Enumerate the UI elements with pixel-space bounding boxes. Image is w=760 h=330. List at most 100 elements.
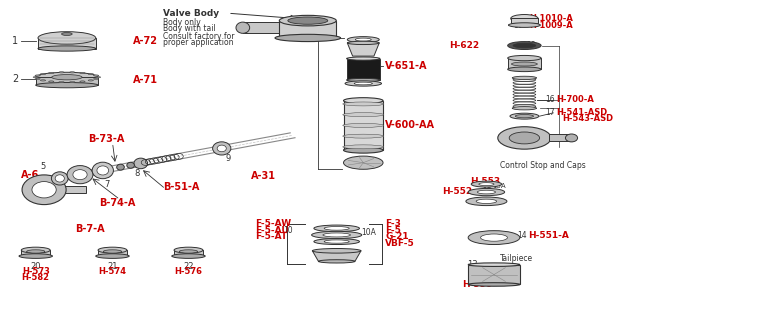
Ellipse shape xyxy=(343,102,384,106)
Text: 17: 17 xyxy=(545,108,555,117)
Bar xyxy=(549,134,572,141)
Text: B-51-A: B-51-A xyxy=(163,182,200,192)
Ellipse shape xyxy=(55,175,65,182)
Ellipse shape xyxy=(508,67,541,72)
Bar xyxy=(98,250,127,256)
Ellipse shape xyxy=(513,43,536,48)
Text: 7: 7 xyxy=(104,180,109,189)
Ellipse shape xyxy=(343,134,384,138)
Ellipse shape xyxy=(97,166,109,175)
Ellipse shape xyxy=(98,247,127,253)
Bar xyxy=(174,250,203,256)
Ellipse shape xyxy=(314,225,359,232)
Ellipse shape xyxy=(312,231,362,239)
Ellipse shape xyxy=(67,166,93,184)
Ellipse shape xyxy=(288,17,328,24)
Ellipse shape xyxy=(565,134,578,142)
Ellipse shape xyxy=(59,72,64,73)
Text: 20: 20 xyxy=(30,262,41,271)
Ellipse shape xyxy=(38,32,96,44)
Ellipse shape xyxy=(52,172,68,185)
Ellipse shape xyxy=(52,75,82,80)
Ellipse shape xyxy=(33,77,38,78)
Text: H-1010-A: H-1010-A xyxy=(530,14,574,23)
Ellipse shape xyxy=(19,254,52,258)
Ellipse shape xyxy=(36,82,98,88)
Ellipse shape xyxy=(323,233,350,237)
Ellipse shape xyxy=(347,79,380,82)
Text: 19: 19 xyxy=(513,21,523,30)
Text: F-5-AU: F-5-AU xyxy=(255,226,289,235)
Text: H-543-ASD: H-543-ASD xyxy=(562,114,613,123)
Ellipse shape xyxy=(480,234,508,241)
Ellipse shape xyxy=(70,82,75,83)
Text: Valve Body: Valve Body xyxy=(163,9,220,18)
Text: A-31: A-31 xyxy=(251,171,276,181)
Ellipse shape xyxy=(40,73,46,75)
Text: proper application: proper application xyxy=(163,38,234,48)
Ellipse shape xyxy=(80,72,85,74)
Text: B-74-A: B-74-A xyxy=(100,198,136,208)
Bar xyxy=(36,77,98,85)
Ellipse shape xyxy=(511,15,538,22)
Ellipse shape xyxy=(35,75,40,76)
Ellipse shape xyxy=(344,156,383,169)
Ellipse shape xyxy=(88,80,93,81)
Ellipse shape xyxy=(343,113,384,117)
Bar xyxy=(511,18,538,23)
Text: B-73-A: B-73-A xyxy=(88,134,125,144)
Ellipse shape xyxy=(21,247,50,253)
Text: A-72: A-72 xyxy=(133,36,158,46)
Ellipse shape xyxy=(96,254,129,258)
Ellipse shape xyxy=(32,182,56,198)
Text: 16: 16 xyxy=(545,95,555,104)
Text: H-550: H-550 xyxy=(462,280,492,289)
Ellipse shape xyxy=(354,82,372,85)
Bar xyxy=(38,38,96,49)
Text: 6: 6 xyxy=(55,183,60,192)
Text: 22: 22 xyxy=(183,262,194,271)
Ellipse shape xyxy=(344,98,383,104)
Ellipse shape xyxy=(318,260,355,263)
Text: Consult factory for: Consult factory for xyxy=(163,32,235,41)
Ellipse shape xyxy=(466,197,507,206)
Ellipse shape xyxy=(93,78,99,80)
Ellipse shape xyxy=(40,80,46,81)
Text: 21: 21 xyxy=(107,262,118,271)
Text: 9: 9 xyxy=(225,154,230,163)
Ellipse shape xyxy=(468,283,520,286)
Ellipse shape xyxy=(312,248,361,253)
Text: A-6: A-6 xyxy=(21,170,40,180)
Text: H-700-A: H-700-A xyxy=(556,95,594,104)
Text: 14: 14 xyxy=(517,231,527,241)
Text: H-541-ASD: H-541-ASD xyxy=(556,108,607,117)
Text: B-7-A: B-7-A xyxy=(75,224,104,234)
Text: Body with tail: Body with tail xyxy=(163,24,216,33)
Polygon shape xyxy=(312,251,361,261)
Bar xyxy=(59,186,86,193)
Ellipse shape xyxy=(477,190,496,194)
Ellipse shape xyxy=(38,46,96,51)
Ellipse shape xyxy=(479,182,494,185)
Ellipse shape xyxy=(92,162,113,179)
Text: Tailpiece: Tailpiece xyxy=(500,253,534,263)
Ellipse shape xyxy=(22,175,66,205)
Ellipse shape xyxy=(35,78,40,80)
Ellipse shape xyxy=(236,22,250,33)
Ellipse shape xyxy=(512,76,537,80)
Ellipse shape xyxy=(134,158,147,169)
Bar xyxy=(347,59,380,80)
Ellipse shape xyxy=(468,188,505,196)
Ellipse shape xyxy=(347,57,380,60)
Bar xyxy=(243,22,281,33)
Text: H-573: H-573 xyxy=(22,267,49,276)
Ellipse shape xyxy=(509,132,540,144)
Text: H-551-A: H-551-A xyxy=(528,231,569,241)
Ellipse shape xyxy=(217,145,226,152)
Ellipse shape xyxy=(508,23,540,27)
Ellipse shape xyxy=(515,115,534,118)
Ellipse shape xyxy=(280,16,336,26)
Ellipse shape xyxy=(103,250,122,253)
Ellipse shape xyxy=(59,82,64,83)
Ellipse shape xyxy=(314,239,359,245)
